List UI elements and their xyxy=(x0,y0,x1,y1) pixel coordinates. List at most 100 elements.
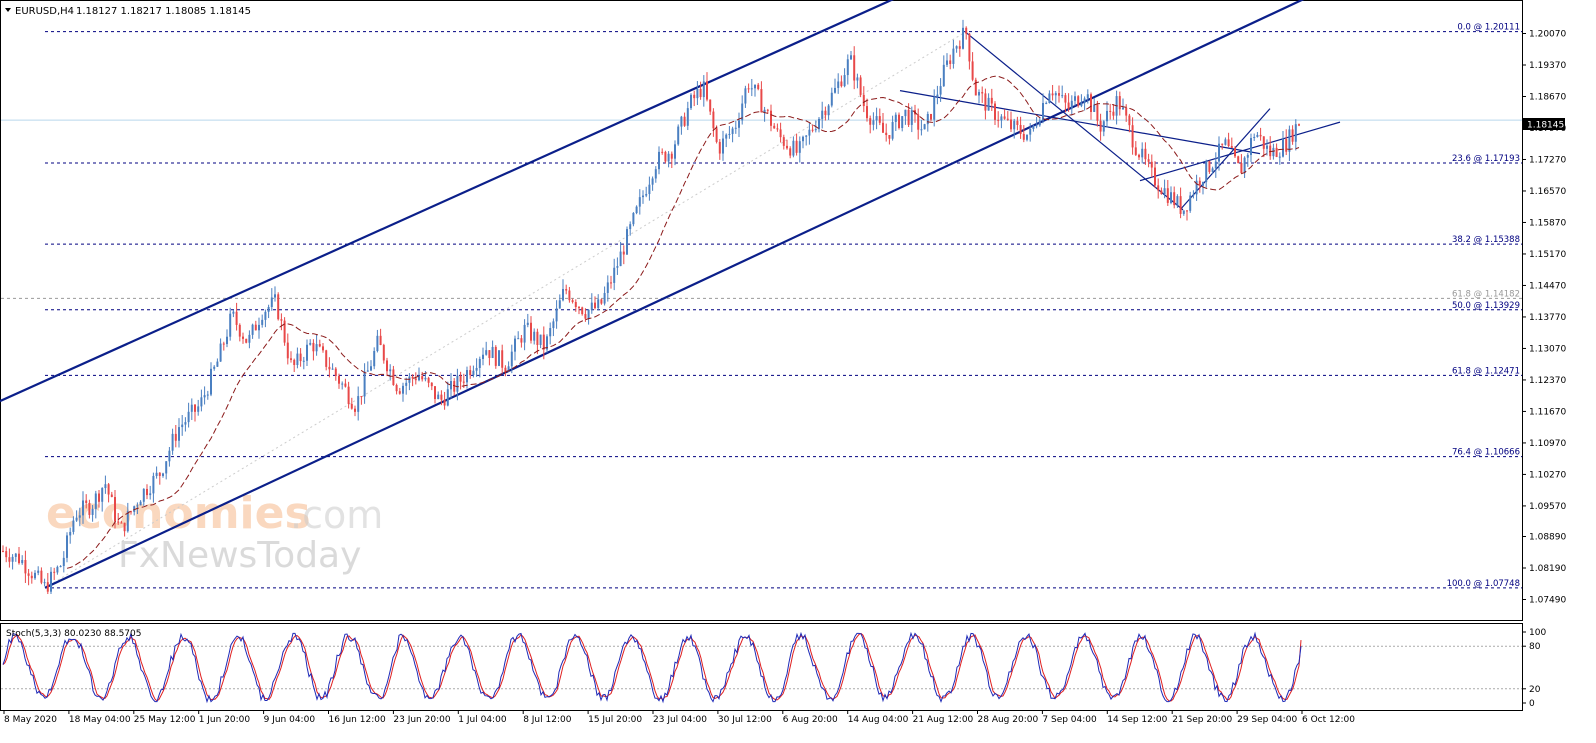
candle-body xyxy=(85,500,88,503)
candle-body xyxy=(392,369,395,385)
candle-body xyxy=(706,81,708,100)
candle-body xyxy=(360,396,363,398)
candle-body xyxy=(1029,128,1032,135)
candle-body xyxy=(130,511,132,513)
candle-body xyxy=(955,46,958,49)
candle-body xyxy=(69,531,72,536)
candle-body xyxy=(1134,147,1137,155)
candle-body xyxy=(1230,146,1233,148)
candle-body xyxy=(1112,111,1115,116)
candle-body xyxy=(110,494,113,498)
x-tick-label: 6 Aug 20:00 xyxy=(783,715,838,725)
x-tick-label: 1 Jun 20:00 xyxy=(199,715,251,725)
candle-body xyxy=(274,294,276,298)
candle-body xyxy=(1138,154,1140,158)
candle-body xyxy=(808,129,811,136)
candle-body xyxy=(43,582,46,584)
candle-body xyxy=(398,391,401,394)
candle-body xyxy=(21,559,24,564)
candle-body xyxy=(1285,139,1288,152)
candle-body xyxy=(501,350,504,368)
candle-body xyxy=(1256,134,1259,137)
x-tick-label: 21 Sep 20:00 xyxy=(1172,715,1232,725)
candle-body xyxy=(149,493,152,496)
candle-body xyxy=(75,517,78,521)
candle-body xyxy=(30,575,33,579)
candle-body xyxy=(792,140,795,156)
candle-body xyxy=(648,184,651,195)
candle-body xyxy=(152,475,155,494)
candle-body xyxy=(402,385,404,394)
fib-trendline xyxy=(44,31,967,589)
candle-body xyxy=(424,377,427,380)
x-tick-label: 14 Sep 12:00 xyxy=(1107,715,1167,725)
candle-body xyxy=(754,84,756,89)
y-tick-label: 1.11670 xyxy=(1529,407,1566,417)
candle-body xyxy=(277,294,280,320)
candle-body xyxy=(1288,129,1291,152)
candle-body xyxy=(965,27,968,34)
candle-body xyxy=(46,582,49,592)
candle-body xyxy=(1173,192,1176,206)
candle-body xyxy=(181,424,184,428)
x-tick-label: 14 Aug 04:00 xyxy=(848,715,909,725)
candle-body xyxy=(104,484,107,489)
candle-body xyxy=(939,86,942,95)
candle-body xyxy=(805,135,808,137)
stoch-signal-line xyxy=(2,632,1302,702)
fib-level-label: 23.6 @ 1.17193 xyxy=(1452,154,1520,164)
candle-body xyxy=(782,137,785,146)
candle-body xyxy=(466,370,468,383)
candle-body xyxy=(421,376,424,380)
y-tick-label: 1.10270 xyxy=(1529,470,1566,480)
candle-body xyxy=(1074,96,1076,101)
candle-body xyxy=(1237,156,1240,164)
candle-body xyxy=(1214,161,1217,169)
candle-body xyxy=(27,573,30,576)
candle-body xyxy=(850,55,852,60)
candle-body xyxy=(382,345,385,361)
candle-body xyxy=(888,135,891,139)
candle-body xyxy=(610,282,612,284)
candle-body xyxy=(210,368,212,395)
candle-body xyxy=(946,60,948,65)
candle-body xyxy=(949,60,952,64)
fib-level-label: 38.2 @ 1.15388 xyxy=(1452,235,1520,245)
candle-body xyxy=(725,134,728,139)
candle-body xyxy=(56,566,59,573)
candle-body xyxy=(930,113,932,120)
candle-body xyxy=(168,450,171,462)
candle-body xyxy=(763,109,766,113)
candle-body xyxy=(1259,134,1262,137)
candle-body xyxy=(658,151,660,170)
candle-body xyxy=(584,314,587,319)
dropdown-triangle-icon[interactable] xyxy=(5,8,11,12)
y-tick-label: 1.20070 xyxy=(1529,30,1566,40)
candle-body xyxy=(597,299,600,309)
candle-body xyxy=(1294,124,1297,142)
candle-body xyxy=(293,359,296,366)
x-tick-label: 1 Jul 04:00 xyxy=(458,715,507,725)
candle-body xyxy=(619,251,622,267)
candle-body xyxy=(882,122,884,133)
candle-body xyxy=(373,351,376,367)
candle-body xyxy=(443,399,446,406)
candle-body xyxy=(779,129,782,138)
candle-body xyxy=(866,106,868,119)
candle-body xyxy=(565,289,568,291)
candle-body xyxy=(875,116,878,121)
candle-body xyxy=(766,109,769,111)
candle-body xyxy=(78,515,81,518)
candle-body xyxy=(683,116,686,126)
stoch-tick-label: 20 xyxy=(1529,685,1541,695)
candle-body xyxy=(840,81,843,87)
candle-body xyxy=(283,320,286,343)
candle-body xyxy=(1010,119,1012,130)
candle-body xyxy=(1083,98,1086,103)
candle-body xyxy=(251,324,254,335)
x-tick-label: 29 Sep 04:00 xyxy=(1237,715,1297,725)
candle-body xyxy=(216,361,219,367)
watermark-line2: FxNewsToday xyxy=(118,535,361,576)
candle-body xyxy=(386,360,388,372)
candle-body xyxy=(1179,196,1182,214)
